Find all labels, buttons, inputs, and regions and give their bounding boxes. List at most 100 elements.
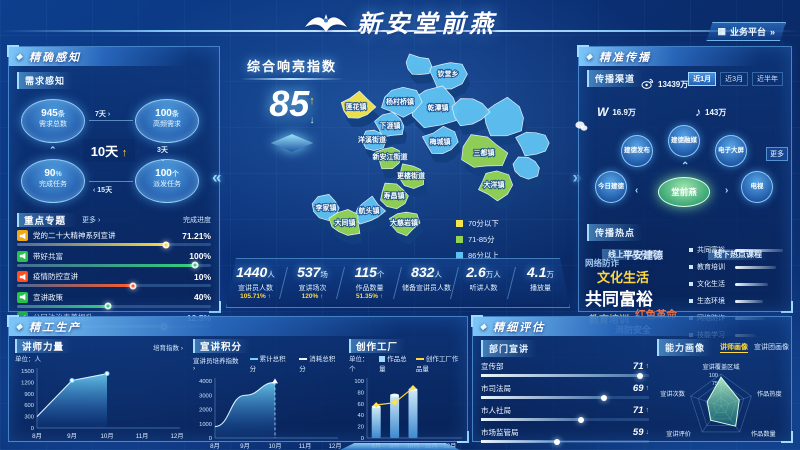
map-region — [515, 131, 550, 157]
map-region-更楼街道[interactable] — [399, 163, 425, 189]
map-legend: 70分以下 71-85分 86分以上 — [456, 218, 499, 266]
wechat-icon[interactable] — [575, 121, 588, 132]
channel-node-电子大屏[interactable]: 电子大屏 — [715, 135, 747, 167]
topic-progress-track — [17, 302, 211, 310]
channel-node-建德发布[interactable]: 建德发布 — [621, 135, 653, 167]
map-region-梅城镇[interactable] — [422, 125, 459, 155]
tab-近半年[interactable]: 近半年 — [752, 71, 783, 86]
demand-bubble: 100条 高频需求 — [135, 99, 199, 143]
legend-item: 71-85分 — [456, 234, 499, 245]
legend-item: 86分以上 — [456, 250, 499, 261]
stat-item: 115个 作品数量 51.35% ↑ — [341, 259, 398, 307]
svg-text:10月: 10月 — [268, 443, 281, 450]
dept-row: 市场监管局 59 ↓ — [481, 427, 649, 445]
diamond-icon: ◆ — [586, 52, 595, 61]
stat-item: 1440人 宣讲员人数 105.71% ↑ — [227, 259, 284, 307]
svg-text:11月: 11月 — [136, 433, 149, 440]
score-chart-box: 宣讲积分 宣讲员培养指数 › 累计总积分 消耗总积分 0 1000 2000 3000 40… — [193, 339, 342, 450]
trainee-index-link[interactable]: 宣讲员培养指数 › — [193, 357, 239, 372]
channels-more-button[interactable]: 更多 — [766, 147, 788, 161]
cloud-word[interactable]: 平安建德 — [623, 251, 663, 262]
down-arrow-icon: ↓ — [309, 115, 315, 126]
map-region-杨村桥镇[interactable] — [381, 86, 423, 118]
map-region-大同镇[interactable] — [328, 209, 361, 236]
svg-text:8月: 8月 — [210, 443, 220, 450]
radar-axis-label: 作品热度 — [757, 390, 782, 398]
produce-panel: ◆ 精工生产 讲师力量 培育指数 › 单位：人 0 300 600 900 1200 15… — [7, 315, 469, 450]
map-region-洋溪街道[interactable] — [362, 129, 387, 151]
social-metric: 13439万 — [641, 77, 688, 92]
topic-progress-fill — [17, 304, 109, 308]
map-label: 寿昌镇 — [384, 191, 405, 200]
topic-value: 71.21% — [182, 230, 211, 241]
map-region-莲花镇[interactable] — [340, 90, 377, 119]
social-metric: ♪ 143万 — [695, 105, 727, 119]
topics-more-link[interactable]: 更多 › — [82, 217, 101, 224]
map-label: 下涯镇 — [380, 121, 401, 130]
word-cloud: 平安建德网络防诈文化生活共同富裕红色革命教育培训消防安全 — [583, 245, 689, 335]
demand-flow-diagram: 945条 需求总数 100条 高频需求 90% 完成任务 100个 派发任务 7天 › 3天 ⌄ ‹ … — [9, 93, 219, 211]
cloud-word[interactable]: 网络防诈 — [585, 258, 620, 268]
cloud-word[interactable]: 文化生活 — [597, 270, 650, 285]
map-region-新安江街道[interactable] — [374, 146, 402, 170]
radar-axis-label: 宣讲覆盖区域 — [702, 363, 739, 371]
map-label: 更楼街道 — [397, 171, 425, 180]
hotspots-subtitle: 传播热点 — [587, 224, 644, 241]
topics-list: 党的二十大精神系列宣讲 71.21% 带好共富 100% 疫情防控宣讲 10% 宣讲政策 40… — [17, 230, 211, 330]
index-title: 综合响亮指数 — [246, 59, 337, 74]
map-region-钦堂乡[interactable] — [427, 62, 468, 90]
cloud-word[interactable]: 共同富裕 — [585, 290, 653, 309]
channel-node-电视[interactable]: 电视 — [741, 171, 773, 203]
demand-bubble: 945条 需求总数 — [21, 99, 85, 143]
topic-value: 10% — [193, 271, 211, 282]
map-region-航头镇[interactable] — [354, 195, 386, 225]
topic-progress-dot — [162, 241, 170, 248]
workshop-chart-legend: 单位：个 作品总量 创作工厂作品量 — [349, 356, 459, 373]
channel-node-今日建德[interactable]: 今日建德 — [595, 171, 627, 203]
map-label: 钦堂乡 — [437, 69, 459, 78]
map-label: 三都镇 — [474, 148, 495, 157]
radar-tab-讲师画像[interactable]: 讲师画像 — [720, 344, 748, 353]
platform-button[interactable]: ▦ 业务平台 » — [706, 22, 786, 41]
chevron-right-icon: » — [769, 26, 775, 37]
svg-text:80: 80 — [358, 390, 364, 396]
map-region-三都镇[interactable] — [461, 134, 509, 168]
topics-section: 重点专题 更多 › 完成进度 党的二十大精神系列宣讲 71.21% 带好共富 100%… — [9, 213, 219, 330]
svg-text:10月: 10月 — [100, 433, 113, 440]
megaphone-icon — [17, 271, 28, 282]
w-icon[interactable]: W — [597, 105, 609, 119]
map-label: 大慈岩镇 — [390, 218, 418, 227]
cultivation-index-link[interactable]: 培育指数 › — [153, 345, 183, 352]
map-region-寿昌镇[interactable] — [380, 182, 409, 210]
svg-text:4000: 4000 — [199, 379, 212, 385]
svg-text:100: 100 — [354, 379, 364, 385]
douyin-icon[interactable]: ♪ — [695, 105, 701, 119]
channel-radial-diagram: 今日建德 建德发布 建德融媒 电子大屏 电视 堂前燕 ‹ ⌃ › — [589, 123, 779, 215]
topic-progress-fill — [17, 243, 167, 246]
spread-panel-header: ◆ 精准传播 — [579, 47, 791, 66]
diamond-icon: ◆ — [16, 52, 25, 61]
radar-title: 能力画像 — [657, 339, 714, 356]
map-label: 新安江街道 — [373, 152, 408, 161]
topic-progress-track — [17, 261, 211, 269]
radar-tab-宣讲团画像[interactable]: 宣讲团画像 — [754, 344, 789, 351]
spread-panel-title: 精准传播 — [599, 51, 652, 64]
time-range-tabs: 近1月 近3月 近半年 — [688, 71, 783, 86]
stat-item: 832人 储备宣讲员人数 — [398, 259, 455, 307]
tab-近3月[interactable]: 近3月 — [720, 71, 748, 86]
map-region-大洋镇[interactable] — [478, 170, 514, 202]
svg-text:9月: 9月 — [67, 433, 77, 440]
weibo-icon[interactable] — [641, 77, 654, 92]
map-region-下涯镇[interactable] — [374, 111, 405, 138]
map-label: 李家镇 — [315, 203, 337, 212]
tab-近1月[interactable]: 近1月 — [688, 71, 717, 86]
flow-bottom-label: ‹ 15天 — [93, 187, 113, 194]
map-region-大慈岩镇[interactable] — [389, 211, 421, 237]
swallow-logo-icon — [305, 13, 347, 32]
channel-node-建德融媒[interactable]: 建德融媒 — [668, 125, 700, 157]
map-region — [483, 96, 524, 137]
index-value: 85↑ ↓ — [269, 83, 315, 126]
topic-progress-fill — [17, 263, 196, 267]
course-row: 生态环境 — [689, 296, 785, 306]
